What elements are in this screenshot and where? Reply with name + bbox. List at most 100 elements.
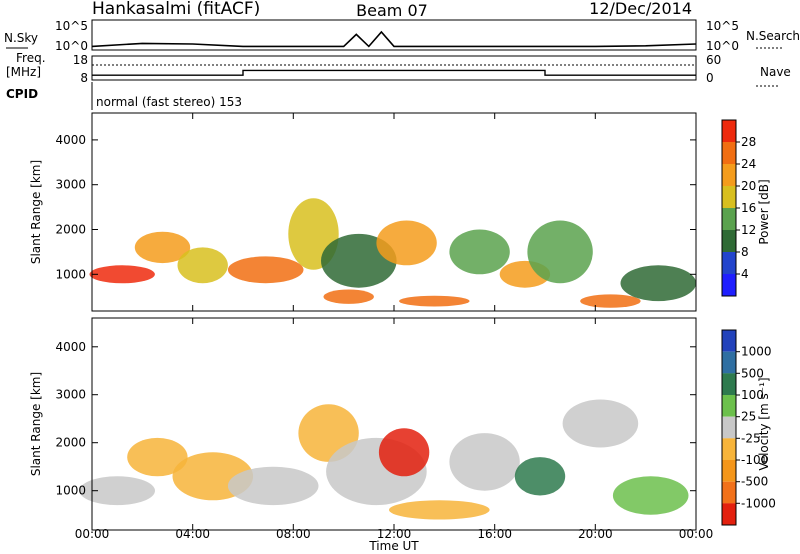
power-colorbar-segment-0 [722, 274, 736, 296]
velocity-colorbar-segment-2 [722, 373, 736, 395]
velocity-ytick-label-1: 3000 [55, 388, 86, 402]
power-colorbar-segment-5 [722, 164, 736, 186]
power-colorbar-label-6: 4 [741, 267, 749, 281]
velocity-ytick-label-3: 1000 [55, 484, 86, 498]
freq-label-line2: [MHz] [6, 65, 41, 79]
velocity-colorbar-segment-3 [722, 395, 736, 417]
power-colorbar-segment-2 [722, 230, 736, 252]
velocity-colorbar-segment-8 [722, 503, 736, 525]
power-colorbar-label-3: 16 [741, 201, 756, 215]
power-colorbar-label: Power [dB] [757, 179, 771, 244]
velocity-ytick-label-0: 4000 [55, 340, 86, 354]
velocity-ytick-label-2: 2000 [55, 436, 86, 450]
freq-left-tick-bottom: 8 [80, 71, 88, 85]
power-blob-1 [134, 231, 191, 264]
power-blob-3 [227, 256, 304, 284]
power-blob-8 [399, 295, 470, 307]
power-colorbar-label-0: 28 [741, 135, 756, 149]
power-ylabel: Slant Range [km] [29, 160, 43, 264]
velocity-colorbar-label-0: 1000 [741, 345, 772, 359]
nave-label: Nave [760, 65, 791, 79]
time-tick-label-0: 00:00 [75, 527, 110, 541]
velocity-blob-3 [227, 466, 319, 506]
power-ytick-label-3: 1000 [55, 267, 86, 281]
noise-right-tick-top: 10^5 [706, 19, 739, 33]
freq-right-tick-bottom: 0 [706, 71, 714, 85]
time-tick-label-5: 20:00 [578, 527, 613, 541]
time-tick-label-1: 04:00 [175, 527, 210, 541]
noise-panel: N.Sky 10^5 10^0 10^5 10^0 N.Search [4, 19, 800, 53]
velocity-colorbar-segment-0 [722, 330, 736, 352]
velocity-colorbar-label-5: -100 [741, 453, 768, 467]
power-colorbar-label-1: 24 [741, 157, 756, 171]
power-colorbar-segment-6 [722, 142, 736, 164]
freq-right-tick-top: 60 [706, 53, 721, 67]
power-colorbar-segment-4 [722, 186, 736, 208]
noise-left-tick-bottom: 10^0 [55, 39, 88, 53]
power-blob-13 [620, 265, 697, 302]
cpid-label: CPID [6, 87, 38, 101]
velocity-colorbar-segment-5 [722, 438, 736, 460]
time-axis: 00:00 04:00 08:00 12:00 16:00 20:00 00:00 [75, 113, 714, 541]
velocity-blob-8 [449, 433, 520, 491]
velocity-panel: Slant Range [km] 4000 3000 2000 1000 1000 50… [29, 317, 776, 531]
frequency-panel: Freq. [MHz] 18 8 60 0 Nave [6, 51, 791, 87]
time-axis-label: Time UT [368, 539, 419, 553]
frequency-series-line [92, 69, 696, 76]
velocity-colorbar-label-3: 25 [741, 410, 756, 424]
power-panel: Slant Range [km] 4000 3000 2000 1000 28 24 20… [29, 112, 771, 312]
power-y-ticks: 4000 3000 2000 1000 [55, 133, 696, 281]
velocity-colorbar-label-2: 100 [741, 388, 764, 402]
velocity-colorbar-frame [721, 329, 737, 526]
velocity-colorbar-segment-1 [722, 351, 736, 374]
frequency-panel-frame [91, 55, 697, 81]
velocity-blob-11 [612, 476, 689, 515]
noise-left-label: N.Sky [4, 31, 38, 45]
velocity-colorbar-label: Velocity [m s⁻¹] [757, 377, 771, 470]
noise-right-label: N.Search [746, 29, 800, 43]
velocity-colorbar-segment-4 [722, 416, 736, 439]
velocity-blob-7 [389, 500, 490, 520]
time-tick-label-4: 16:00 [477, 527, 512, 541]
power-heatmap [89, 198, 697, 308]
velocity-blob-9 [514, 457, 566, 496]
beam-title: Beam 07 [356, 1, 428, 20]
power-colorbar-segment-1 [722, 252, 736, 274]
cpid-panel: CPID normal (fast stereo) 153 [6, 82, 242, 110]
freq-label-line1: Freq. [16, 51, 46, 65]
power-colorbar-segment-7 [722, 120, 736, 142]
cpid-text: normal (fast stereo) 153 [96, 95, 242, 109]
velocity-heatmap [79, 399, 689, 520]
power-colorbar-label-5: 8 [741, 245, 749, 259]
power-blob-0 [89, 265, 155, 284]
station-title: Hankasalmi (fitACF) [92, 0, 260, 19]
power-blob-11 [527, 220, 593, 284]
date-title: 12/Dec/2014 [589, 0, 692, 18]
power-colorbar-segment-3 [722, 208, 736, 230]
power-colorbar-label-2: 20 [741, 179, 756, 193]
power-colorbar-label-4: 12 [741, 223, 756, 237]
freq-left-tick-top: 18 [73, 53, 88, 67]
power-blob-6 [323, 289, 374, 304]
power-colorbar: 28 24 20 16 12 8 4 [721, 119, 756, 297]
noise-panel-frame [91, 19, 697, 51]
time-tick-label-2: 08:00 [276, 527, 311, 541]
power-ytick-label-0: 4000 [55, 133, 86, 147]
velocity-colorbar-label-1: 500 [741, 366, 764, 380]
velocity-blob-10 [562, 399, 639, 448]
velocity-blob-6 [378, 428, 430, 477]
velocity-y-ticks: 4000 3000 2000 1000 [55, 340, 696, 498]
velocity-colorbar-label-7: -1000 [741, 496, 776, 510]
velocity-colorbar-label-6: -500 [741, 475, 768, 489]
power-blob-2 [177, 247, 228, 284]
velocity-blob-1 [127, 437, 188, 477]
power-blob-12 [580, 294, 641, 308]
power-ytick-label-2: 2000 [55, 223, 86, 237]
time-tick-label-6: 00:00 [679, 527, 714, 541]
noise-series-line [91, 30, 697, 48]
time-tick-label-3: 12:00 [377, 527, 412, 541]
power-blob-9 [449, 229, 510, 275]
velocity-blob-0 [79, 476, 155, 506]
power-ytick-label-1: 3000 [55, 178, 86, 192]
